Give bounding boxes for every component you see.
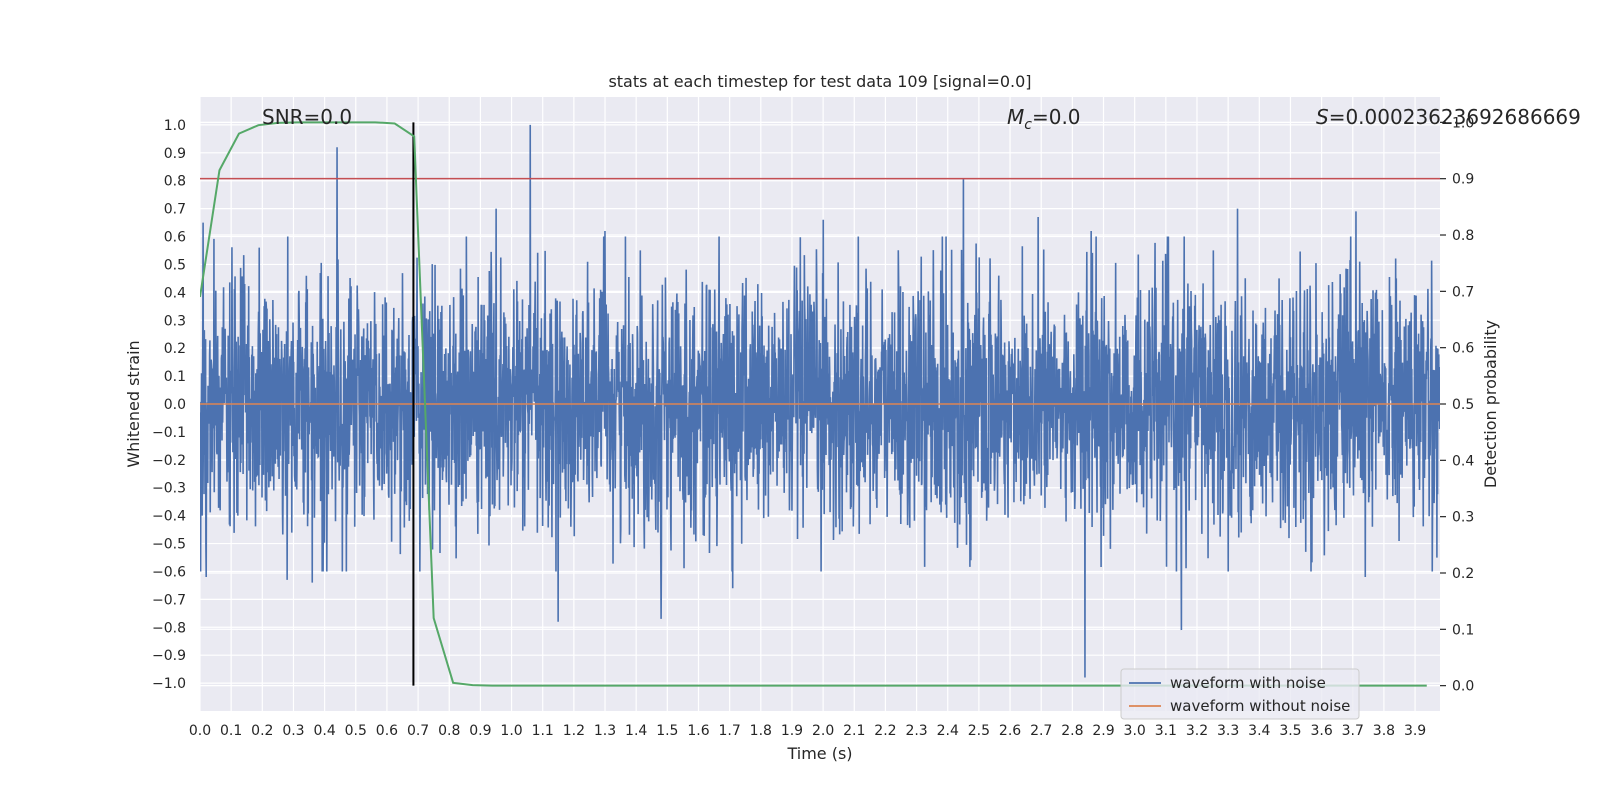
y-tick-label: 0.8 (164, 174, 186, 190)
y-tick-label: 1.0 (164, 118, 186, 134)
annotation-s-symbol: S (1316, 105, 1329, 129)
y2-axis-ticks: 1.0 0.9 0.8 0.7 0.6 0.5 0.4 0.3 0.2 0.1 0.0 (1440, 115, 1474, 695)
y-tick-label: 0.7 (164, 202, 186, 218)
y-tick-label: 0.3 (164, 313, 186, 329)
x-tick-label: 0.1 (220, 723, 242, 739)
y-tick-label: −0.7 (152, 592, 186, 608)
series-waveform-with-noise (200, 124, 1440, 678)
x-tick-label: 1.4 (625, 723, 647, 739)
annotation-mc-subscript: c (1024, 117, 1032, 133)
y-tick-label: −0.5 (152, 537, 186, 553)
y2-tick-label: 0.0 (1452, 679, 1474, 695)
chart-title: stats at each timestep for test data 109… (608, 72, 1031, 91)
annotation-mc-symbol: M (1007, 105, 1024, 129)
x-tick-label: 2.3 (905, 723, 927, 739)
y-tick-label: −0.6 (152, 564, 186, 580)
x-tick-label: 2.7 (1030, 723, 1052, 739)
x-tick-label: 2.5 (968, 723, 990, 739)
x-tick-label: 1.5 (656, 723, 678, 739)
x-tick-label: 2.0 (812, 723, 834, 739)
y-tick-label: 0.0 (164, 397, 186, 413)
y2-tick-label: 0.8 (1452, 228, 1474, 244)
y-tick-label: −0.1 (152, 425, 186, 441)
y2-tick-label: 0.9 (1452, 172, 1474, 188)
x-tick-label: 2.9 (1092, 723, 1114, 739)
x-tick-label: 0.8 (438, 723, 460, 739)
x-tick-label: 1.2 (563, 723, 585, 739)
x-tick-label: 2.1 (843, 723, 865, 739)
x-tick-label: 1.0 (500, 723, 522, 739)
y2-tick-label: 0.7 (1452, 284, 1474, 300)
y-tick-label: 0.2 (164, 341, 186, 357)
series-detection-probability (200, 121, 1427, 687)
x-tick-label: 3.9 (1404, 723, 1426, 739)
x-tick-label: 1.7 (719, 723, 741, 739)
y-tick-label: 0.9 (164, 146, 186, 162)
legend-label-noise: waveform with noise (1170, 674, 1326, 692)
y-axis-ticks: 1.0 0.9 0.8 0.7 0.6 0.5 0.4 0.3 0.2 0.1 0.0 −0.1 −0.… (152, 118, 186, 692)
x-tick-label: 0.6 (376, 723, 398, 739)
x-tick-label: 3.7 (1342, 723, 1364, 739)
x-tick-label: 2.2 (874, 723, 896, 739)
x-tick-label: 3.3 (1217, 723, 1239, 739)
x-tick-label: 0.0 (189, 723, 211, 739)
x-tick-label: 0.2 (251, 723, 273, 739)
y-tick-label: −0.3 (152, 481, 186, 497)
x-tick-label: 0.9 (469, 723, 491, 739)
x-tick-label: 0.4 (313, 723, 335, 739)
x-tick-label: 1.1 (532, 723, 554, 739)
y2-tick-label: 0.3 (1452, 510, 1474, 526)
annotation-chirp-mass: Mc=0.0 (1007, 105, 1081, 133)
x-tick-label: 1.3 (594, 723, 616, 739)
annotation-s: S=0.00023623692686669 (1316, 105, 1581, 129)
x-tick-label: 3.6 (1310, 723, 1332, 739)
y-tick-label: −0.8 (152, 620, 186, 636)
y2-axis-label: Detection probability (1481, 320, 1500, 488)
x-tick-label: 3.2 (1186, 723, 1208, 739)
y2-tick-label: 1.0 (1452, 115, 1474, 131)
y-tick-label: 0.5 (164, 257, 186, 273)
legend-box (1120, 668, 1360, 720)
x-tick-label: 1.9 (781, 723, 803, 739)
x-tick-label: 2.4 (937, 723, 959, 739)
x-tick-label: 0.7 (407, 723, 429, 739)
x-tick-label: 1.8 (750, 723, 772, 739)
x-tick-label: 1.6 (687, 723, 709, 739)
x-tick-label: 3.5 (1279, 723, 1301, 739)
annotation-snr: SNR=0.0 (262, 105, 352, 129)
x-tick-label: 3.0 (1124, 723, 1146, 739)
y2-tick-label: 0.4 (1452, 453, 1474, 469)
x-tick-label: 2.6 (999, 723, 1021, 739)
y-tick-label: 0.6 (164, 230, 186, 246)
y2-tick-label: 0.6 (1452, 341, 1474, 357)
x-tick-label: 3.4 (1248, 723, 1270, 739)
y-tick-label: −0.2 (152, 453, 186, 469)
x-tick-label: 3.8 (1373, 723, 1395, 739)
legend-label-clean: waveform without noise (1170, 697, 1350, 715)
y-tick-label: 0.1 (164, 369, 186, 385)
y-tick-label: −0.4 (152, 509, 186, 525)
x-axis-label: Time (s) (786, 744, 852, 763)
x-tick-label: 3.1 (1155, 723, 1177, 739)
x-tick-label: 0.5 (345, 723, 367, 739)
y2-tick-label: 0.1 (1452, 622, 1474, 638)
y-tick-label: −0.9 (152, 648, 186, 664)
y2-tick-label: 0.5 (1452, 397, 1474, 413)
x-tick-label: 0.3 (282, 723, 304, 739)
x-axis-ticks: 0.0 0.1 0.2 0.3 0.4 0.5 0.6 0.7 0.8 0.9 1.0 1.1 1.2 1… (189, 723, 1426, 739)
y-axis-label: Whitened strain (124, 340, 143, 467)
y2-tick-label: 0.2 (1452, 566, 1474, 582)
y-tick-label: 0.4 (164, 285, 186, 301)
y-tick-label: −1.0 (152, 676, 186, 692)
x-tick-label: 2.8 (1061, 723, 1083, 739)
legend: waveform with noise waveform without noi… (1120, 668, 1360, 720)
annotation-s-value: =0.00023623692686669 (1329, 105, 1581, 129)
annotation-mc-value: =0.0 (1032, 105, 1081, 129)
